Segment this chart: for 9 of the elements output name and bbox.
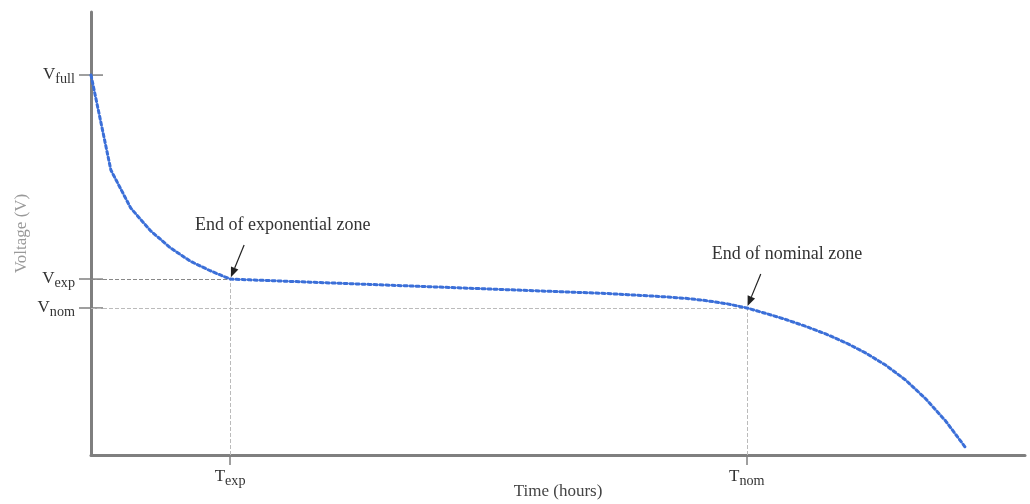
annotation: End of exponential zone [195,214,371,235]
x-tick-label: T$_{nom}$ [729,466,765,489]
text: V$_{full}$ [43,64,75,87]
x-axis-title: Time (hours) [513,481,603,500]
y-axis-title: Voltage (V) [11,193,30,274]
ref-line-label: V$_{nom}$ [37,296,75,320]
ref-line-label: V$_{exp}$ [42,268,75,291]
annotation: End of nominal zone [711,242,863,263]
x-tick-label: T$_{exp}$ [214,466,246,489]
